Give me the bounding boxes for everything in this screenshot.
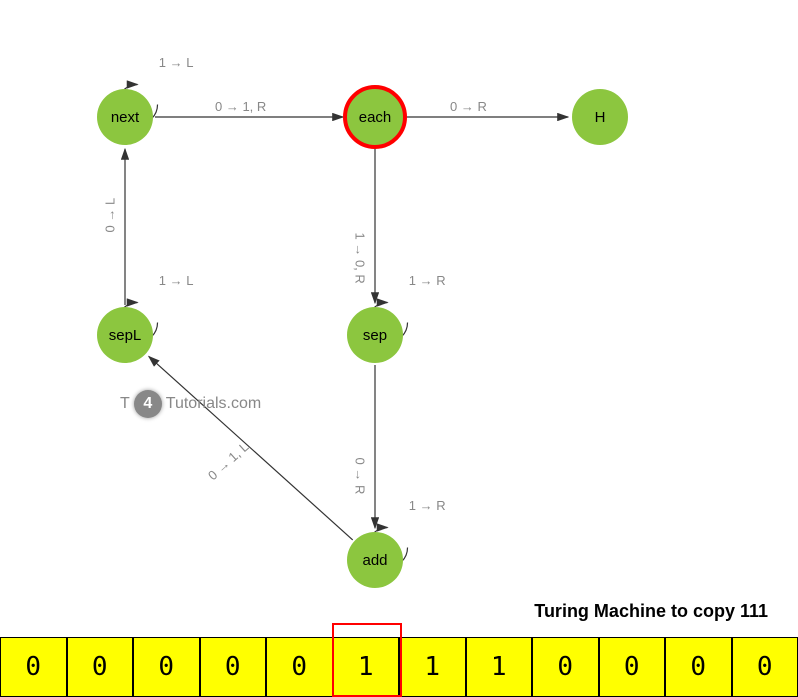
watermark: T 4 Tutorials.com <box>120 390 261 418</box>
state-sep: sep <box>347 307 403 363</box>
tape-cell-6: 1 <box>399 637 466 697</box>
edge-label-sep-add: 0 → R <box>353 458 368 495</box>
tape-cell-10: 0 <box>665 637 732 697</box>
tape-cell-1: 0 <box>67 637 134 697</box>
state-add: add <box>347 532 403 588</box>
selfloop-label-next: 1 → L <box>159 55 194 70</box>
watermark-badge: 4 <box>134 390 162 418</box>
tape-cell-3: 0 <box>200 637 267 697</box>
watermark-prefix: T <box>120 395 130 413</box>
tape-cell-2: 0 <box>133 637 200 697</box>
tape-cell-7: 1 <box>466 637 533 697</box>
watermark-suffix: Tutorials.com <box>166 395 261 413</box>
tape: 000001110000 <box>0 637 798 697</box>
selfloop-label-sepL: 1 → L <box>159 273 194 288</box>
edge-label-each-sep: 1 → 0, R <box>353 233 368 284</box>
tape-cell-9: 0 <box>599 637 666 697</box>
state-each: each <box>343 85 407 149</box>
tape-cell-5: 1 <box>333 637 400 697</box>
edge-label-next-each: 0 → 1, R <box>215 99 266 114</box>
tape-cell-11: 0 <box>732 637 798 697</box>
edge-label-each-H: 0 → R <box>450 99 487 114</box>
state-sepL: sepL <box>97 307 153 363</box>
tape-cell-4: 0 <box>266 637 333 697</box>
tape-cell-0: 0 <box>0 637 67 697</box>
state-next: next <box>97 89 153 145</box>
selfloop-label-sep: 1 → R <box>409 273 446 288</box>
edge-label-sepL-next: 0 → L <box>103 198 118 233</box>
diagram-title: Turing Machine to copy 111 <box>534 601 768 622</box>
selfloop-label-add: 1 → R <box>409 498 446 513</box>
state-H: H <box>572 89 628 145</box>
tape-cell-8: 0 <box>532 637 599 697</box>
